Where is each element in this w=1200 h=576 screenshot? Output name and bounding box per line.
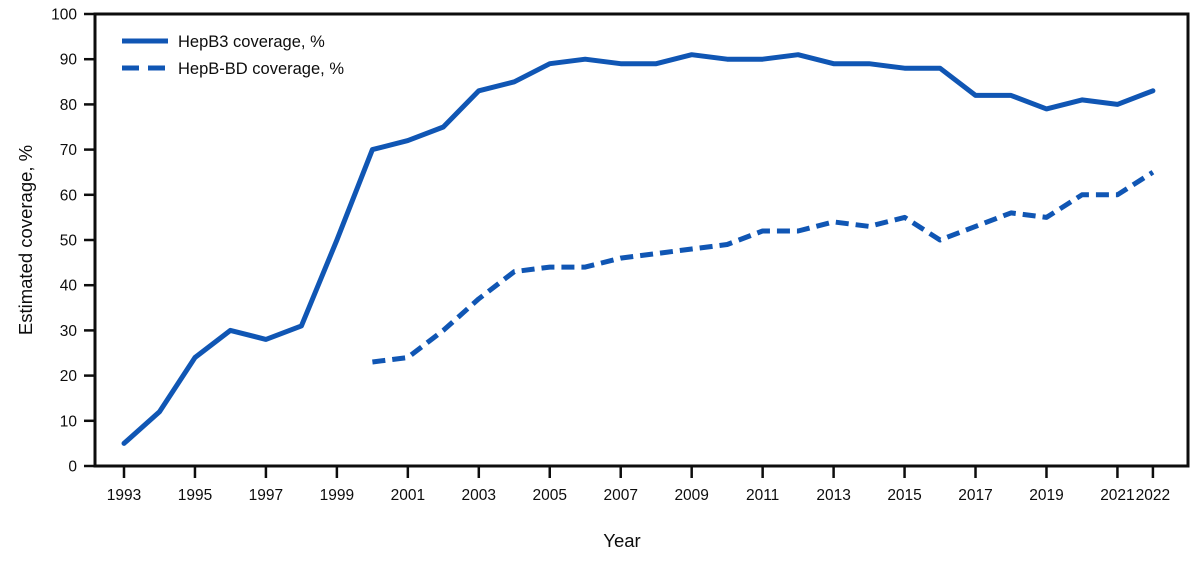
x-tick-label: 1993 [107,487,141,504]
hepb-bd-coverage-line [372,170,1155,365]
x-tick-label: 2013 [816,487,850,504]
y-tick-label: 20 [60,368,78,385]
plot-frame [93,12,1190,468]
x-tick-label: 1997 [249,487,283,504]
y-tick-label: 0 [68,459,77,476]
x-tick-label: 1999 [320,487,354,504]
y-tick-label: 90 [60,52,78,69]
x-tick-label: 2015 [887,487,921,504]
x-tick-label: 2001 [391,487,425,504]
x-tick-label: 2019 [1029,487,1063,504]
x-tick-label: 1995 [178,487,212,504]
x-tick-label: 2007 [603,487,637,504]
legend-label-hepb3: HepB3 coverage, % [178,33,325,51]
y-tick-label: 70 [60,142,78,159]
x-tick-label: 2011 [746,487,779,504]
x-axis-title: Year [603,530,640,551]
y-tick-label: 10 [60,413,78,430]
x-tick-label: 2017 [958,487,992,504]
y-tick-label: 40 [60,278,78,295]
y-tick-label: 80 [60,97,78,114]
x-tick-label: 2003 [462,487,496,504]
x-tick-label: 2005 [533,487,567,504]
y-tick-label: 50 [60,233,78,250]
x-tick-label: 2009 [674,487,708,504]
legend-label-hepb-bd: HepB-BD coverage, % [178,60,344,78]
plot-area: 0 10 20 30 40 50 60 70 80 90 100 1993 1995 1997 1999 20… [51,7,1190,504]
chart-legend: HepB3 coverage, % HepB-BD coverage, % [122,33,344,78]
y-tick-label: 30 [60,323,78,340]
y-tick-label: 60 [60,187,78,204]
y-tick-label: 100 [51,7,77,24]
y-axis-title: Estimated coverage, % [15,145,36,335]
hepb3-coverage-line [121,52,1156,446]
x-tick-label: 2022 [1136,487,1170,504]
x-tick-label: 2021 [1100,487,1134,504]
